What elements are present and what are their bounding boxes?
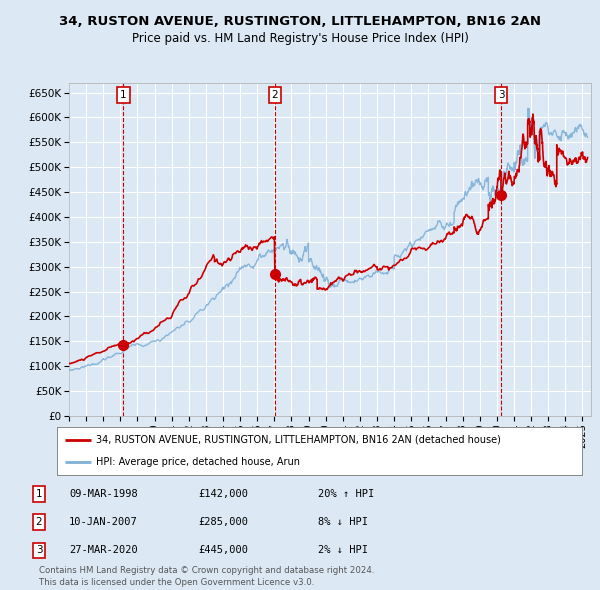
Text: 3: 3 (35, 546, 43, 555)
Text: Price paid vs. HM Land Registry's House Price Index (HPI): Price paid vs. HM Land Registry's House … (131, 32, 469, 45)
Text: £445,000: £445,000 (198, 546, 248, 555)
Text: 20% ↑ HPI: 20% ↑ HPI (318, 489, 374, 499)
Text: 8% ↓ HPI: 8% ↓ HPI (318, 517, 368, 527)
Text: 34, RUSTON AVENUE, RUSTINGTON, LITTLEHAMPTON, BN16 2AN (detached house): 34, RUSTON AVENUE, RUSTINGTON, LITTLEHAM… (97, 435, 501, 445)
Text: 1: 1 (120, 90, 127, 100)
Text: 27-MAR-2020: 27-MAR-2020 (69, 546, 138, 555)
Text: Contains HM Land Registry data © Crown copyright and database right 2024.
This d: Contains HM Land Registry data © Crown c… (39, 566, 374, 587)
Text: 2: 2 (35, 517, 43, 527)
Text: 2: 2 (272, 90, 278, 100)
Text: 1: 1 (35, 489, 43, 499)
Text: £285,000: £285,000 (198, 517, 248, 527)
Text: HPI: Average price, detached house, Arun: HPI: Average price, detached house, Arun (97, 457, 301, 467)
Text: 09-MAR-1998: 09-MAR-1998 (69, 489, 138, 499)
Text: £142,000: £142,000 (198, 489, 248, 499)
Text: 3: 3 (497, 90, 504, 100)
Text: 34, RUSTON AVENUE, RUSTINGTON, LITTLEHAMPTON, BN16 2AN: 34, RUSTON AVENUE, RUSTINGTON, LITTLEHAM… (59, 15, 541, 28)
Text: 2% ↓ HPI: 2% ↓ HPI (318, 546, 368, 555)
Text: 10-JAN-2007: 10-JAN-2007 (69, 517, 138, 527)
